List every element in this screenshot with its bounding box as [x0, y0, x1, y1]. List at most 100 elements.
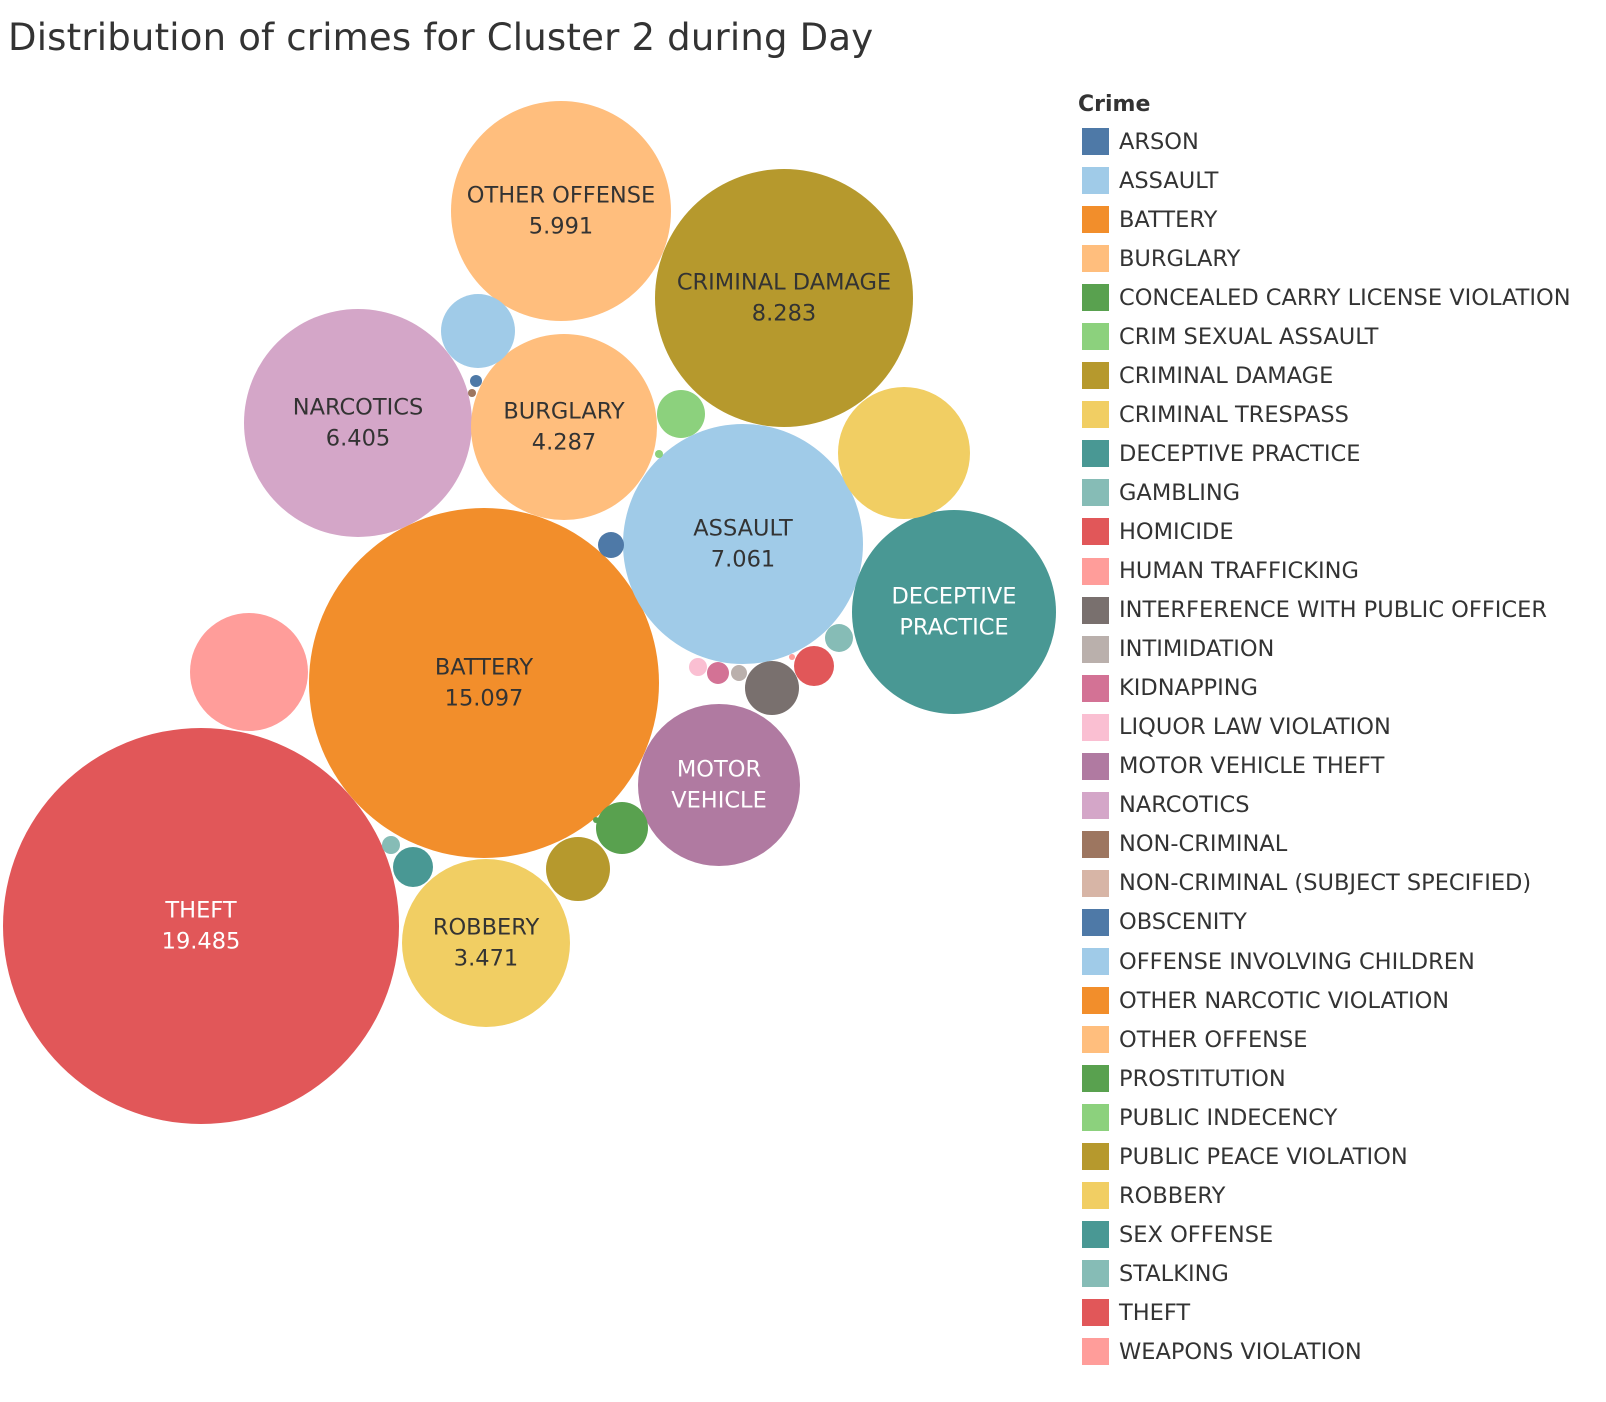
legend-swatch — [1082, 830, 1109, 858]
legend-swatch — [1082, 1299, 1109, 1327]
bubble-label-robbery: ROBBERY — [433, 915, 540, 941]
legend-item[interactable]: SEX OFFENSE — [1078, 1215, 1571, 1254]
legend-item[interactable]: GAMBLING — [1078, 473, 1571, 512]
bubble-arson[interactable] — [598, 532, 624, 558]
legend-label: ARSON — [1119, 128, 1199, 155]
legend-swatch — [1082, 1338, 1109, 1366]
bubble-concealed-carry-license-violation[interactable] — [593, 817, 599, 823]
bubble-crim-sexual-assault[interactable] — [657, 390, 705, 438]
bubble-kidnapping[interactable] — [707, 662, 729, 684]
bubble-criminal-damage[interactable] — [655, 169, 913, 427]
legend-item[interactable]: DECEPTIVE PRACTICE — [1078, 434, 1571, 473]
bubble-liquor-law-violation[interactable] — [689, 658, 707, 676]
bubble-criminal-trespass[interactable] — [838, 387, 970, 519]
legend-item[interactable]: PUBLIC INDECENCY — [1078, 1098, 1571, 1137]
bubble-obscenity[interactable] — [470, 375, 482, 387]
legend-label: MOTOR VEHICLE THEFT — [1119, 753, 1385, 780]
legend-item[interactable]: NON-CRIMINAL — [1078, 825, 1571, 864]
legend-item[interactable]: NARCOTICS — [1078, 786, 1571, 825]
legend-item[interactable]: INTERFERENCE WITH PUBLIC OFFICER — [1078, 591, 1571, 630]
legend-item[interactable]: CRIMINAL DAMAGE — [1078, 356, 1571, 395]
bubble-label-assault: ASSAULT — [693, 516, 793, 542]
legend-item[interactable]: OTHER OFFENSE — [1078, 1020, 1571, 1059]
bubble-human-trafficking[interactable] — [789, 654, 795, 660]
legend-swatch — [1082, 752, 1109, 780]
chart-title: Distribution of crimes for Cluster 2 dur… — [8, 16, 874, 59]
legend-label: HUMAN TRAFFICKING — [1119, 558, 1359, 585]
legend-item[interactable]: INTIMIDATION — [1078, 630, 1571, 669]
bubble-deceptive-practice[interactable] — [852, 510, 1056, 714]
legend-item[interactable]: LIQUOR LAW VIOLATION — [1078, 708, 1571, 747]
legend-label: PROSTITUTION — [1119, 1065, 1286, 1092]
legend-swatch — [1082, 167, 1109, 195]
legend-item[interactable]: ROBBERY — [1078, 1176, 1571, 1215]
legend-swatch — [1082, 674, 1109, 702]
bubble-label-burglary: BURGLARY — [503, 399, 625, 425]
bubble-public-peace-violation[interactable] — [546, 837, 610, 901]
legend-swatch — [1082, 1260, 1109, 1288]
legend-item[interactable]: OTHER NARCOTIC VIOLATION — [1078, 981, 1571, 1020]
legend-swatch — [1082, 362, 1109, 390]
bubble-burglary[interactable] — [471, 334, 657, 520]
legend-item[interactable]: THEFT — [1078, 1293, 1571, 1332]
legend-item[interactable]: OFFENSE INVOLVING CHILDREN — [1078, 942, 1571, 981]
bubble-non-criminal[interactable] — [468, 389, 476, 397]
bubble-intimidation[interactable] — [731, 665, 747, 681]
bubble-stalking[interactable] — [825, 624, 853, 652]
legend-item[interactable]: ASSAULT — [1078, 161, 1571, 200]
legend-swatch — [1082, 987, 1109, 1015]
legend-item[interactable]: HUMAN TRAFFICKING — [1078, 552, 1571, 591]
legend-swatch — [1082, 557, 1109, 585]
bubble-gambling[interactable] — [382, 836, 400, 854]
bubble-other-offense[interactable] — [451, 101, 671, 321]
legend-label: OTHER NARCOTIC VIOLATION — [1119, 987, 1450, 1014]
bubble-narcotics[interactable] — [244, 309, 472, 537]
legend-label: OTHER OFFENSE — [1119, 1026, 1308, 1053]
legend-item[interactable]: PUBLIC PEACE VIOLATION — [1078, 1137, 1571, 1176]
legend-item[interactable]: PROSTITUTION — [1078, 1059, 1571, 1098]
legend-item[interactable]: NON-CRIMINAL (SUBJECT SPECIFIED) — [1078, 864, 1571, 903]
bubble-value-theft: 19.485 — [162, 929, 241, 955]
bubble-robbery[interactable] — [402, 859, 570, 1027]
bubble-label-theft: THEFT — [164, 898, 236, 924]
bubble-value-burglary: 4.287 — [532, 430, 596, 456]
bubble-motor-vehicle-theft[interactable] — [638, 704, 800, 866]
legend-swatch — [1082, 245, 1109, 273]
legend-swatch — [1082, 1143, 1109, 1171]
legend-item[interactable]: KIDNAPPING — [1078, 669, 1571, 708]
bubble-label-criminal-damage: CRIMINAL DAMAGE — [677, 270, 891, 296]
legend-item[interactable]: MOTOR VEHICLE THEFT — [1078, 747, 1571, 786]
legend-swatch — [1082, 948, 1109, 975]
legend-item[interactable]: CRIM SEXUAL ASSAULT — [1078, 317, 1571, 356]
legend-item[interactable]: CRIMINAL TRESPASS — [1078, 395, 1571, 434]
bubble-prostitution[interactable] — [596, 802, 648, 854]
bubble-value-criminal-damage: 8.283 — [752, 301, 816, 327]
bubble-label-narcotics: NARCOTICS — [293, 395, 424, 421]
legend-swatch — [1082, 596, 1109, 624]
legend-item[interactable]: BATTERY — [1078, 200, 1571, 239]
bubble-weapons-violation[interactable] — [190, 613, 308, 731]
legend-label: NARCOTICS — [1119, 792, 1250, 819]
legend-items: ARSON ASSAULT BATTERY BURGLARY CONCEALED CAR… — [1078, 122, 1571, 1372]
bubble-chart: THEFT 19.485 BATTERY 15.097 CRIMINAL DAMAGE 8… — [3, 101, 1056, 1124]
legend-label: BATTERY — [1119, 206, 1218, 233]
legend-title: Crime — [1078, 92, 1151, 117]
legend-label: THEFT — [1119, 1299, 1191, 1326]
bubble-interference-with-public-officer[interactable] — [745, 661, 799, 715]
bubble-battery[interactable] — [309, 508, 659, 858]
bubble-theft[interactable] — [3, 728, 399, 1124]
legend-item[interactable]: CONCEALED CARRY LICENSE VIOLATION — [1078, 278, 1571, 317]
legend-item[interactable]: ARSON — [1078, 122, 1571, 161]
legend-swatch — [1082, 1221, 1109, 1249]
bubble-assault[interactable] — [623, 424, 863, 664]
bubble-offense-involving-children[interactable] — [441, 294, 515, 368]
legend-item[interactable]: WEAPONS VIOLATION — [1078, 1332, 1571, 1371]
bubble-sex-offense[interactable] — [393, 847, 433, 887]
legend-item[interactable]: BURGLARY — [1078, 239, 1571, 278]
legend-item[interactable]: STALKING — [1078, 1254, 1571, 1293]
legend-item[interactable]: OBSCENITY — [1078, 903, 1571, 942]
legend-swatch — [1082, 908, 1109, 936]
bubble-homicide[interactable] — [794, 646, 834, 686]
bubble-public-indecency[interactable] — [655, 450, 663, 458]
legend-item[interactable]: HOMICIDE — [1078, 512, 1571, 551]
